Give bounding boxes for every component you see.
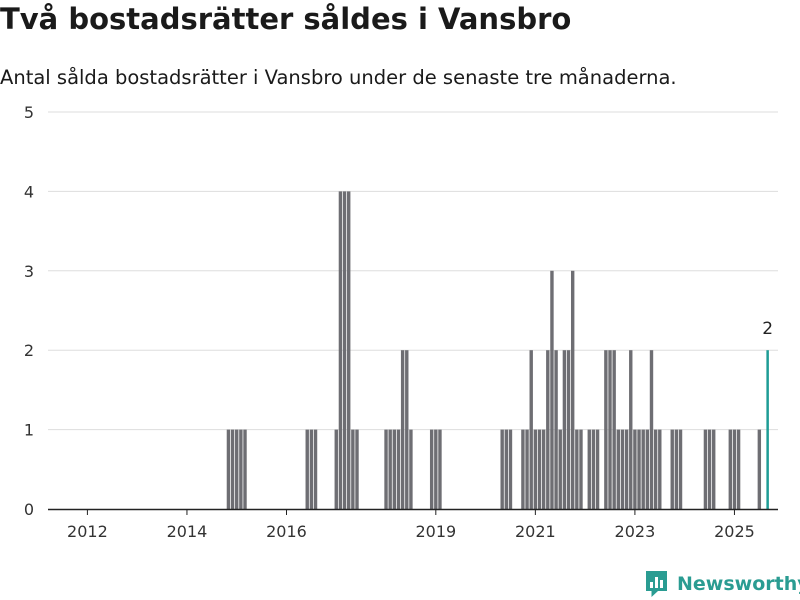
bar (646, 430, 649, 509)
bar (239, 430, 242, 509)
bar (384, 430, 387, 509)
bar (559, 430, 562, 509)
bar (405, 350, 408, 509)
bar (550, 271, 553, 509)
bar (509, 430, 512, 509)
bar (388, 430, 391, 509)
x-tick-label: 2025 (714, 522, 755, 541)
bar (579, 430, 582, 509)
y-tick-label: 2 (24, 341, 34, 360)
bar (347, 191, 350, 509)
bar (235, 430, 238, 509)
bar (343, 191, 346, 509)
bar (571, 271, 574, 509)
bar (351, 430, 354, 509)
bar (671, 430, 674, 509)
bar (575, 430, 578, 509)
bar (654, 430, 657, 509)
bar (633, 430, 636, 509)
bar (733, 430, 736, 509)
newsworthy-logo-icon (644, 569, 669, 599)
bar (650, 350, 653, 509)
x-tick-label: 2012 (67, 522, 108, 541)
x-tick-label: 2014 (167, 522, 208, 541)
bar (737, 430, 740, 509)
x-tick-label: 2021 (515, 522, 556, 541)
y-tick-label: 4 (24, 182, 34, 201)
bar (393, 430, 396, 509)
bar (409, 430, 412, 509)
bar (617, 430, 620, 509)
bar (397, 430, 400, 509)
gridlines (48, 112, 778, 430)
brand-name: Newsworthy (677, 573, 800, 595)
bar (675, 430, 678, 509)
bar (500, 430, 503, 509)
y-tick-label: 0 (24, 500, 34, 519)
highlight-data-label: 2 (762, 319, 773, 339)
bar (704, 430, 707, 509)
bar (438, 430, 441, 509)
bar (708, 430, 711, 509)
bar (310, 430, 313, 509)
bar (637, 430, 640, 509)
bar (592, 430, 595, 509)
highlight-bar (766, 350, 769, 509)
bar (554, 350, 557, 509)
bar (542, 430, 545, 509)
x-tick-label: 2016 (266, 522, 307, 541)
bar (430, 430, 433, 509)
bar (563, 350, 566, 509)
data-labels: 2 (762, 319, 773, 339)
bar (658, 430, 661, 509)
x-tick-label: 2019 (415, 522, 456, 541)
bar (314, 430, 317, 509)
brand: Newsworthy (644, 568, 800, 600)
bar (243, 430, 246, 509)
y-axis: 0 1 2 3 4 5 (24, 103, 34, 519)
bar (534, 430, 537, 509)
bar (621, 430, 624, 509)
bar (729, 430, 732, 509)
x-tick-label: 2023 (615, 522, 656, 541)
bar (335, 430, 338, 509)
bar (588, 430, 591, 509)
y-tick-label: 1 (24, 421, 34, 440)
bar (538, 430, 541, 509)
bar (758, 430, 761, 509)
x-axis: 2012 2014 2016 2019 2021 2023 2025 (48, 509, 778, 541)
bar (612, 350, 615, 509)
bar (629, 350, 632, 509)
bar (434, 430, 437, 509)
bar (525, 430, 528, 509)
bar (567, 350, 570, 509)
bar (641, 430, 644, 509)
bar (355, 430, 358, 509)
bar (227, 430, 230, 509)
bar (401, 350, 404, 509)
bar (596, 430, 599, 509)
bar (521, 430, 524, 509)
bar (530, 350, 533, 509)
bar (712, 430, 715, 509)
bar (505, 430, 508, 509)
bar (604, 350, 607, 509)
y-tick-label: 3 (24, 262, 34, 281)
bar (231, 430, 234, 509)
bar (608, 350, 611, 509)
bar (306, 430, 309, 509)
bar (546, 350, 549, 509)
bar (339, 191, 342, 509)
bar (625, 430, 628, 509)
bar (679, 430, 682, 509)
y-tick-label: 5 (24, 103, 34, 122)
